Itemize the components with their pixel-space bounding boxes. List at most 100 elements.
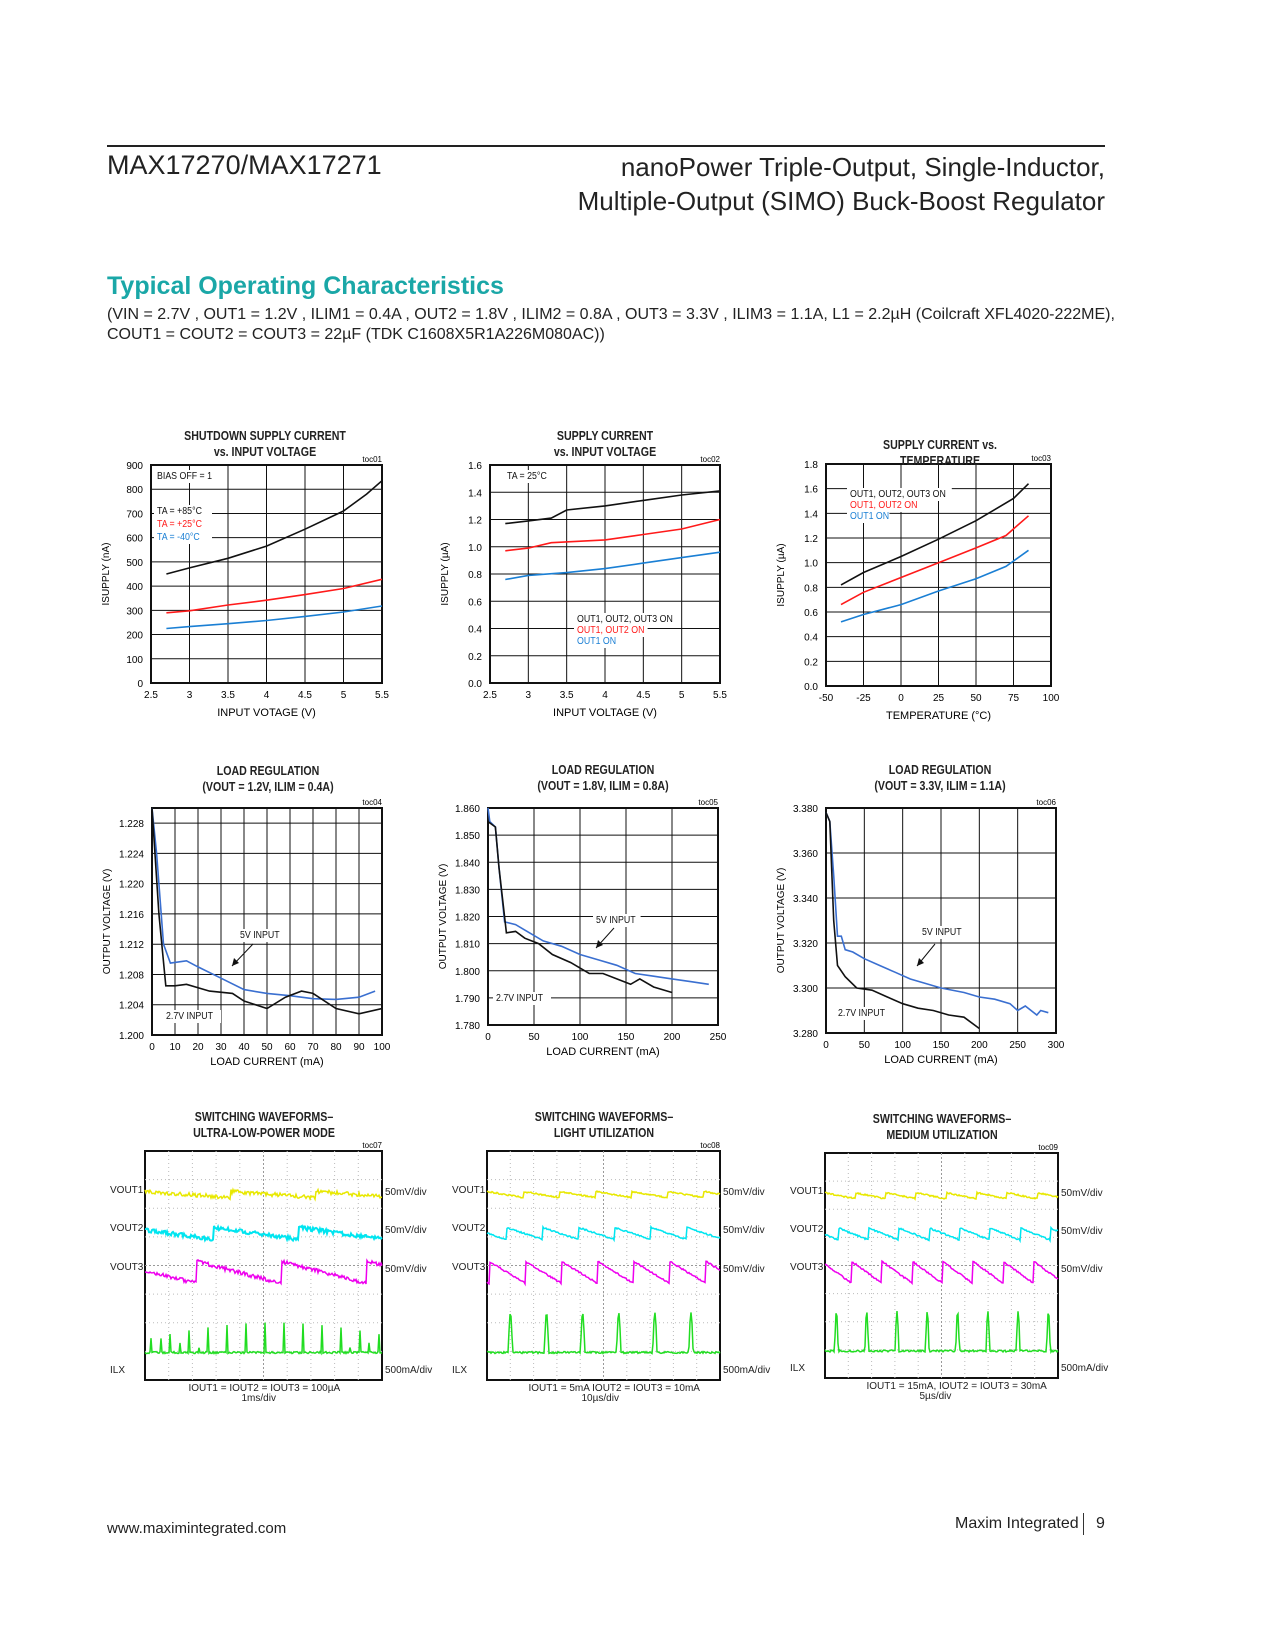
y-tick-label: 200 (126, 631, 143, 642)
y-tick-label: 500 (126, 558, 143, 569)
series-line (166, 579, 382, 613)
x-tick-label: 100 (572, 1032, 589, 1043)
series-line (505, 552, 720, 579)
x-tick-label: 3.5 (560, 690, 574, 701)
chart-title: LOAD REGULATION (VOUT = 1.2V, ILIM = 0.4… (175, 763, 362, 795)
scope-title: SWITCHING WAVEFORMS– LIGHT UTILIZATION (510, 1109, 697, 1141)
x-axis-label: TEMPERATURE (°C) (886, 710, 991, 722)
y-tick-label: 1.2 (468, 516, 482, 527)
channel-label: ILX (110, 1365, 125, 1376)
channel-scale: 50mV/div (1061, 1226, 1103, 1237)
scope-conditions: IOUT1 = 15mA, IOUT2 = IOUT3 = 30mA (867, 1381, 1047, 1392)
y-tick-label: 1.228 (119, 819, 144, 830)
x-tick-label: 150 (618, 1032, 635, 1043)
x-tick-label: 150 (933, 1040, 950, 1051)
y-tick-label: 1.800 (455, 967, 480, 978)
y-tick-label: 1.204 (119, 1001, 144, 1012)
x-tick-label: 90 (353, 1042, 365, 1053)
chart-annotation: OUT1 ON (850, 511, 889, 522)
figure-id: toc09 (1038, 1143, 1058, 1152)
scope-toc09: toc09 (825, 1143, 1059, 1378)
chart-title: LOAD REGULATION (VOUT = 3.3V, ILIM = 1.1… (847, 762, 1034, 794)
series-line (826, 813, 1048, 1016)
y-axis-label: ISUPPLY (nA) (101, 543, 112, 606)
series-line (841, 516, 1029, 605)
chart-title: SUPPLY CURRENT vs. INPUT VOLTAGE (512, 428, 699, 460)
x-axis-label: LOAD CURRENT (mA) (546, 1046, 659, 1058)
series-line (841, 550, 1029, 622)
y-tick-label: 800 (126, 485, 143, 496)
channel-scale: 50mV/div (723, 1264, 765, 1275)
y-tick-label: 1.224 (119, 849, 144, 860)
x-tick-label: -25 (856, 693, 871, 704)
channel-label: ILX (790, 1363, 805, 1374)
channel-scale: 50mV/div (1061, 1188, 1103, 1199)
y-tick-label: 0.2 (804, 657, 818, 668)
y-tick-label: 700 (126, 509, 143, 520)
chart-annotation: 2.7V INPUT (166, 1011, 213, 1022)
x-tick-label: 0 (149, 1042, 155, 1053)
x-axis-label: LOAD CURRENT (mA) (884, 1054, 997, 1066)
y-tick-label: 1.212 (119, 940, 144, 951)
y-tick-label: 1.216 (119, 910, 144, 921)
x-tick-label: 3 (526, 690, 532, 701)
x-tick-label: 80 (330, 1042, 342, 1053)
x-tick-label: 70 (307, 1042, 319, 1053)
footer-company: Maxim Integrated (955, 1515, 1079, 1533)
series-line (505, 491, 720, 524)
scope-timebase: 5µs/div (920, 1391, 952, 1402)
chart-annotation: OUT1, OUT2 ON (850, 500, 917, 511)
x-tick-label: 75 (1008, 693, 1020, 704)
chart-annotation: TA = -40°C (157, 532, 200, 543)
x-axis-label: LOAD CURRENT (mA) (210, 1056, 323, 1068)
channel-scale: 500mA/div (385, 1365, 432, 1376)
channel-scale: 500mA/div (1061, 1363, 1108, 1374)
channel-label: VOUT2 (110, 1223, 143, 1234)
chart-annotation: OUT1, OUT2 ON (577, 625, 644, 636)
x-tick-label: 4 (264, 690, 270, 701)
y-tick-label: 600 (126, 534, 143, 545)
channel-label: VOUT3 (452, 1262, 485, 1273)
chart-annotation: OUT1, OUT2, OUT3 ON (850, 489, 946, 500)
x-tick-label: 100 (894, 1040, 911, 1051)
x-tick-label: 100 (374, 1042, 391, 1053)
y-tick-label: 0.8 (468, 570, 482, 581)
y-tick-label: 400 (126, 582, 143, 593)
chart-annotation: 5V INPUT (922, 927, 962, 938)
channel-scale: 50mV/div (1061, 1264, 1103, 1275)
scope-title: SWITCHING WAVEFORMS– MEDIUM UTILIZATION (848, 1111, 1035, 1143)
y-tick-label: 0.8 (804, 583, 818, 594)
x-tick-label: 3.5 (221, 690, 235, 701)
channel-label: VOUT1 (452, 1185, 485, 1196)
channel-label: VOUT2 (452, 1223, 485, 1234)
scope-toc08: toc08 (487, 1141, 721, 1380)
chart-toc06: 0 50 100 150 200 250 3003.2803.3003.3203.3403.… (776, 798, 1065, 1066)
scope-title: SWITCHING WAVEFORMS– ULTRA-LOW-POWER MOD… (170, 1109, 357, 1141)
y-tick-label: 1.8 (804, 460, 818, 471)
channel-label: VOUT1 (790, 1186, 823, 1197)
y-tick-label: 0.4 (804, 633, 818, 644)
chart-annotation: 5V INPUT (596, 915, 636, 926)
figure-id: toc05 (698, 798, 718, 807)
footer-separator (1083, 1513, 1084, 1535)
chart-toc05: 0 50 100 150 200 250 1.780 1.790 1.800 1.810 1.820… (438, 798, 727, 1058)
x-tick-label: 3 (187, 690, 193, 701)
x-tick-label: 200 (664, 1032, 681, 1043)
y-tick-label: 1.860 (455, 804, 480, 815)
figure-id: toc01 (362, 455, 382, 464)
y-tick-label: 300 (126, 606, 143, 617)
x-axis-label: INPUT VOLTAGE (V) (553, 707, 657, 719)
chart-annotation: TA = +25°C (157, 519, 202, 530)
x-tick-label: 50 (970, 693, 982, 704)
footer-url[interactable]: www.maximintegrated.com (107, 1520, 286, 1537)
x-tick-label: 10 (169, 1042, 181, 1053)
x-tick-label: 40 (238, 1042, 250, 1053)
channel-scale: 500mA/div (723, 1365, 770, 1376)
figure-id: toc08 (700, 1141, 720, 1150)
y-tick-label: 3.380 (793, 804, 818, 815)
y-tick-label: 1.2 (804, 534, 818, 545)
x-tick-label: 60 (284, 1042, 296, 1053)
y-tick-label: 1.850 (455, 831, 480, 842)
channel-scale: 50mV/div (723, 1187, 765, 1198)
